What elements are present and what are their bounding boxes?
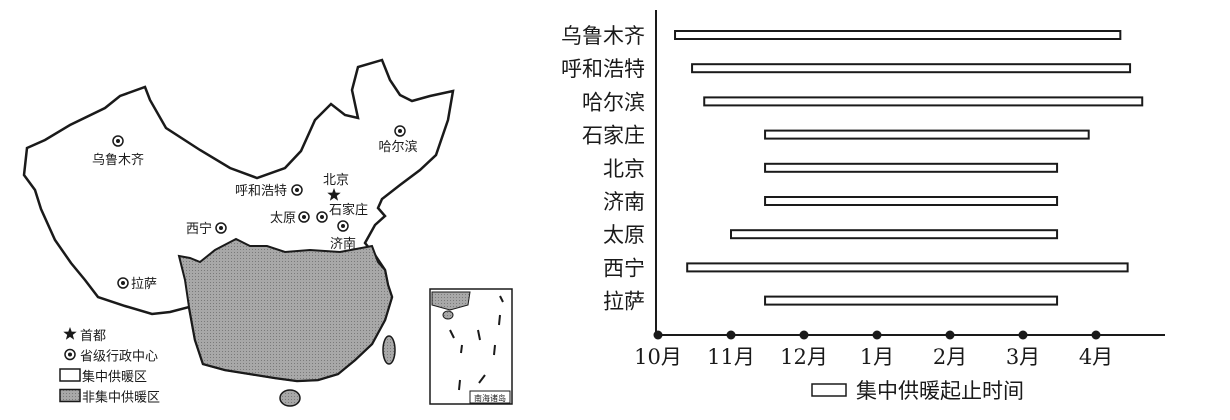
legend-label: 集中供暖起止时间 (856, 379, 1024, 403)
category-label: 拉萨 (603, 290, 645, 314)
city-label: 拉萨 (131, 277, 157, 292)
legend-item: 省级行政中心 (64, 348, 158, 365)
inset-label: 南海诸岛 (474, 393, 506, 403)
city-5: 太原 (270, 211, 310, 226)
x-tick-dot (1018, 330, 1028, 340)
white-box-icon (59, 368, 81, 382)
city-0: 乌鲁木齐 (92, 135, 144, 168)
category-label: 济南 (603, 190, 645, 214)
bar-呼和浩特 (691, 63, 1132, 74)
bar-乌鲁木齐 (674, 30, 1122, 40)
star-icon (63, 327, 77, 340)
city-label: 北京 (323, 173, 349, 188)
city-label: 乌鲁木齐 (92, 152, 144, 168)
x-tick-dot (799, 330, 809, 340)
x-tick-dot (653, 330, 663, 340)
city-1: 哈尔滨 (378, 125, 418, 155)
city-8: 拉萨 (117, 277, 157, 292)
bar-哈尔滨 (703, 96, 1144, 107)
legend-label: 集中供暖区 (82, 369, 147, 385)
city-label: 呼和浩特 (235, 184, 287, 199)
city-label: 济南 (330, 236, 356, 252)
legend-item: 首都 (63, 327, 106, 344)
city-6: 西宁 (186, 221, 227, 237)
category-label: 乌鲁木齐 (561, 24, 645, 48)
star-icon (327, 188, 341, 201)
category-label: 哈尔滨 (582, 90, 645, 114)
legend-item: 集中供暖区 (59, 368, 147, 385)
x-tick-label: 1月 (860, 345, 894, 369)
bar-济南 (764, 196, 1059, 206)
city-label: 哈尔滨 (378, 139, 417, 155)
legend-label: 省级行政中心 (80, 350, 158, 365)
city-4: 石家庄 (316, 202, 368, 223)
taiwan-island (382, 335, 396, 365)
x-tick-label: 2月 (933, 345, 967, 369)
x-tick-label: 4月 (1079, 345, 1113, 369)
city-label: 太原 (270, 211, 296, 226)
legend-item: 非集中供暖区 (59, 388, 160, 406)
city-2: 呼和浩特 (235, 184, 303, 199)
bar-北京 (764, 162, 1059, 173)
x-tick-dot (726, 330, 736, 340)
category-label: 北京 (603, 157, 645, 181)
category-label: 西宁 (603, 256, 645, 280)
bar-太原 (730, 229, 1059, 240)
legend-label: 非集中供暖区 (82, 390, 160, 406)
x-tick-dot (1091, 330, 1101, 340)
bar-拉萨 (764, 295, 1059, 306)
city-label: 石家庄 (329, 202, 368, 218)
category-label: 太原 (603, 223, 645, 247)
x-tick-label: 11月 (707, 345, 755, 369)
city-7: 济南 (330, 220, 356, 252)
south-china-sea-inset: 南海诸岛 (429, 288, 513, 405)
x-tick-dot (945, 330, 955, 340)
category-label: 呼和浩特 (561, 57, 645, 81)
legend-swatch (811, 383, 847, 397)
category-label: 石家庄 (582, 124, 645, 148)
x-tick-label: 10月 (634, 345, 682, 369)
bar-西宁 (686, 262, 1129, 273)
x-tick-dot (872, 330, 882, 340)
non-heating-region (177, 237, 394, 383)
bar-石家庄 (764, 129, 1090, 140)
city-3: 北京 (323, 173, 349, 201)
hainan-island (279, 389, 301, 407)
city-label: 西宁 (186, 221, 212, 237)
legend-label: 首都 (80, 329, 106, 344)
x-tick-label: 3月 (1006, 345, 1040, 369)
x-tick-label: 12月 (780, 345, 828, 369)
gray-box-icon (59, 388, 81, 403)
